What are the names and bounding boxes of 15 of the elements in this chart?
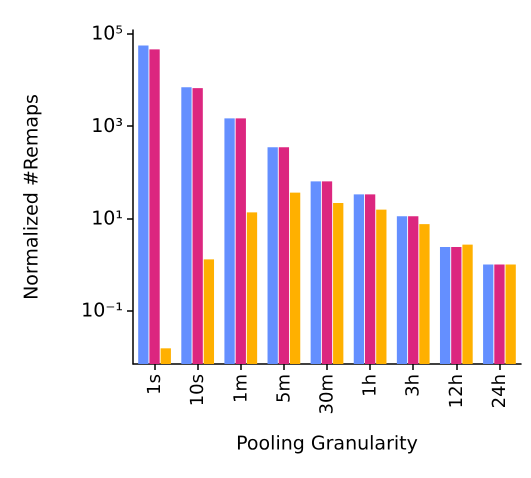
y-tick-label: 10³ <box>91 114 123 137</box>
x-tick-label: 12h <box>446 374 467 408</box>
x-axis-title: Pooling Granularity <box>236 432 418 454</box>
x-tick-label: 5m <box>273 374 294 403</box>
y-axis-title: Normalized #Remaps <box>20 94 42 300</box>
x-tick-label: 3h <box>402 374 424 397</box>
x-tick-label: 1h <box>360 374 381 397</box>
y-tick-label: 10⁵ <box>91 22 123 45</box>
x-tick-label: 10s <box>187 374 208 406</box>
x-tick-label: 1s <box>144 374 166 395</box>
y-tick-label: 10⁻¹ <box>81 300 123 322</box>
y-tick-label: 10¹ <box>91 207 123 230</box>
x-tick-label: 1m <box>230 374 252 403</box>
x-tick-label: 30m <box>316 374 338 414</box>
x-tick-label: 24h <box>488 374 510 408</box>
